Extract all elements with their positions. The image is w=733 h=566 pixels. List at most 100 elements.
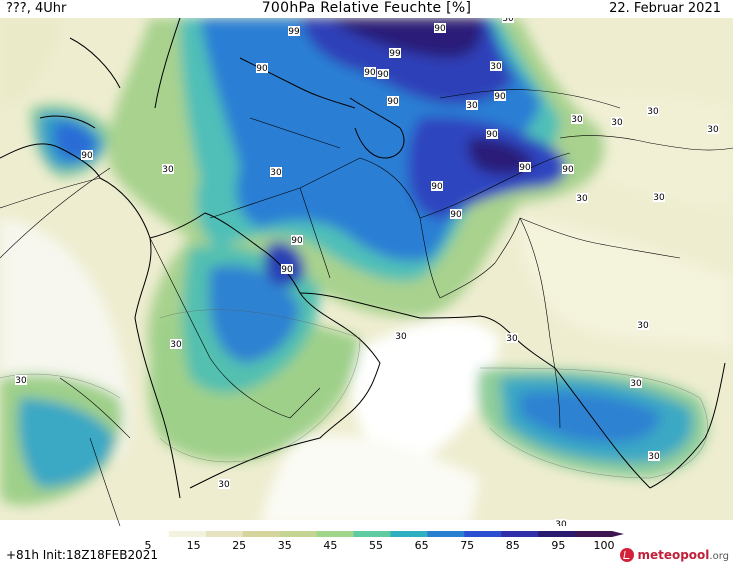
contour-label: 30	[576, 193, 588, 204]
contour-label: 30	[555, 519, 567, 526]
contour-label: 30	[647, 106, 659, 117]
colorbar-segment	[353, 531, 391, 537]
colorbar-segment	[316, 531, 355, 537]
valid-time-label: ???, 4Uhr	[6, 1, 67, 16]
colorbar-segment	[501, 531, 539, 537]
colorbar-tick-label: 100	[593, 539, 615, 552]
svg-text:90: 90	[291, 236, 303, 246]
colorbar-segment	[464, 531, 502, 537]
contour-lines	[0, 309, 708, 479]
colorbar-segment	[168, 531, 207, 537]
colorbar-tick-label: 75	[460, 539, 475, 552]
colorbar-segment	[427, 531, 465, 537]
svg-text:90: 90	[450, 210, 462, 220]
svg-text:30: 30	[653, 193, 665, 203]
colorbar-segment	[538, 531, 576, 537]
map-frame-bottom	[0, 520, 733, 526]
contour-label: 90	[431, 181, 443, 192]
colorbar-segment	[279, 531, 318, 537]
colorbar-tick-label: 85	[505, 539, 520, 552]
svg-text:30: 30	[490, 62, 502, 72]
svg-text:90: 90	[486, 130, 498, 140]
contour-label: 30	[395, 331, 407, 342]
contour-label: 90	[450, 209, 462, 220]
meteopool-logo[interactable]: meteopool.org	[620, 547, 729, 563]
humidity-map[interactable]: 99 90 90 99 90 90 30 90 30 90 30 90 30 30 30 30 90 30 30 90…	[0, 18, 733, 526]
svg-text:30: 30	[395, 332, 407, 342]
contour-label: 90	[364, 67, 376, 78]
colorbar-segment	[205, 531, 244, 537]
init-time-label: +81h Init:18Z18FEB2021	[6, 548, 158, 562]
svg-text:90: 90	[256, 64, 268, 74]
contour-label: 30	[218, 479, 230, 490]
contour-label: 30	[506, 333, 518, 344]
contour-label: 30	[637, 320, 649, 331]
contour-label: 90	[486, 129, 498, 140]
svg-text:30: 30	[466, 101, 478, 111]
svg-text:90: 90	[494, 92, 506, 102]
map-header: ???, 4Uhr 700hPa Relative Feuchte [%] 22…	[0, 0, 733, 18]
colorbar-tick-label: 95	[551, 539, 566, 552]
contour-label: 30	[490, 61, 502, 72]
contour-label: 90	[377, 69, 389, 80]
colorbar-tick-label: 25	[232, 539, 247, 552]
contour-label: 99	[389, 48, 401, 59]
forecast-date: 22. Februar 2021	[609, 1, 721, 16]
svg-text:90: 90	[387, 97, 399, 107]
svg-text:30: 30	[647, 107, 659, 117]
svg-text:30: 30	[502, 18, 514, 24]
brand-name: meteopool	[637, 548, 710, 562]
colorbar-tick-label: 35	[277, 539, 292, 552]
svg-text:30: 30	[170, 340, 182, 350]
contour-label: 99	[288, 26, 300, 37]
svg-text:30: 30	[648, 452, 660, 462]
svg-text:90: 90	[434, 24, 446, 34]
contour-label: 90	[494, 91, 506, 102]
svg-text:30: 30	[162, 165, 174, 175]
svg-text:90: 90	[562, 165, 574, 175]
meteopool-logo-icon	[620, 548, 635, 562]
borders	[0, 89, 733, 526]
svg-text:30: 30	[637, 321, 649, 331]
contour-label: 90	[519, 162, 531, 173]
svg-text:99: 99	[288, 27, 300, 37]
colorbar-tick-label: 5	[144, 539, 152, 552]
humidity-field	[0, 18, 733, 526]
svg-text:30: 30	[218, 480, 230, 490]
contour-label: 90	[281, 264, 293, 275]
contour-label: 90	[81, 150, 93, 161]
colorbar-segment	[390, 531, 428, 537]
svg-text:90: 90	[364, 68, 376, 78]
colorbar-extend-arrow	[612, 531, 624, 537]
contour-label: 30	[630, 378, 642, 389]
colorbar-segment	[132, 531, 170, 537]
contour-label: 30	[15, 375, 27, 386]
colorbar-tick-label: 45	[323, 539, 338, 552]
svg-text:30: 30	[707, 125, 719, 135]
coastlines	[0, 18, 726, 499]
colorbar	[132, 530, 628, 538]
svg-text:30: 30	[571, 115, 583, 125]
svg-text:30: 30	[270, 168, 282, 178]
contour-label: 30	[270, 167, 282, 178]
svg-text:90: 90	[81, 151, 93, 161]
svg-text:30: 30	[576, 194, 588, 204]
contour-label: 30	[571, 114, 583, 125]
svg-text:99: 99	[389, 49, 401, 59]
colorbar-ticks: 5 15 25 35 45 55 65 75 85 95 100	[0, 539, 733, 553]
colorbar-tick-label: 15	[186, 539, 201, 552]
svg-text:90: 90	[377, 70, 389, 80]
svg-text:30: 30	[630, 379, 642, 389]
contour-label: 30	[648, 451, 660, 462]
contour-label: 90	[256, 63, 268, 74]
brand-tld: .org	[709, 551, 729, 562]
contour-label: 90	[291, 235, 303, 246]
contour-label: 30	[653, 192, 665, 203]
svg-text:90: 90	[431, 182, 443, 192]
contour-label: 90	[434, 23, 446, 34]
colorbar-tick-label: 55	[369, 539, 383, 552]
contour-label: 30	[707, 124, 719, 135]
contour-label: 30	[466, 100, 478, 111]
contour-label: 30	[502, 18, 514, 24]
